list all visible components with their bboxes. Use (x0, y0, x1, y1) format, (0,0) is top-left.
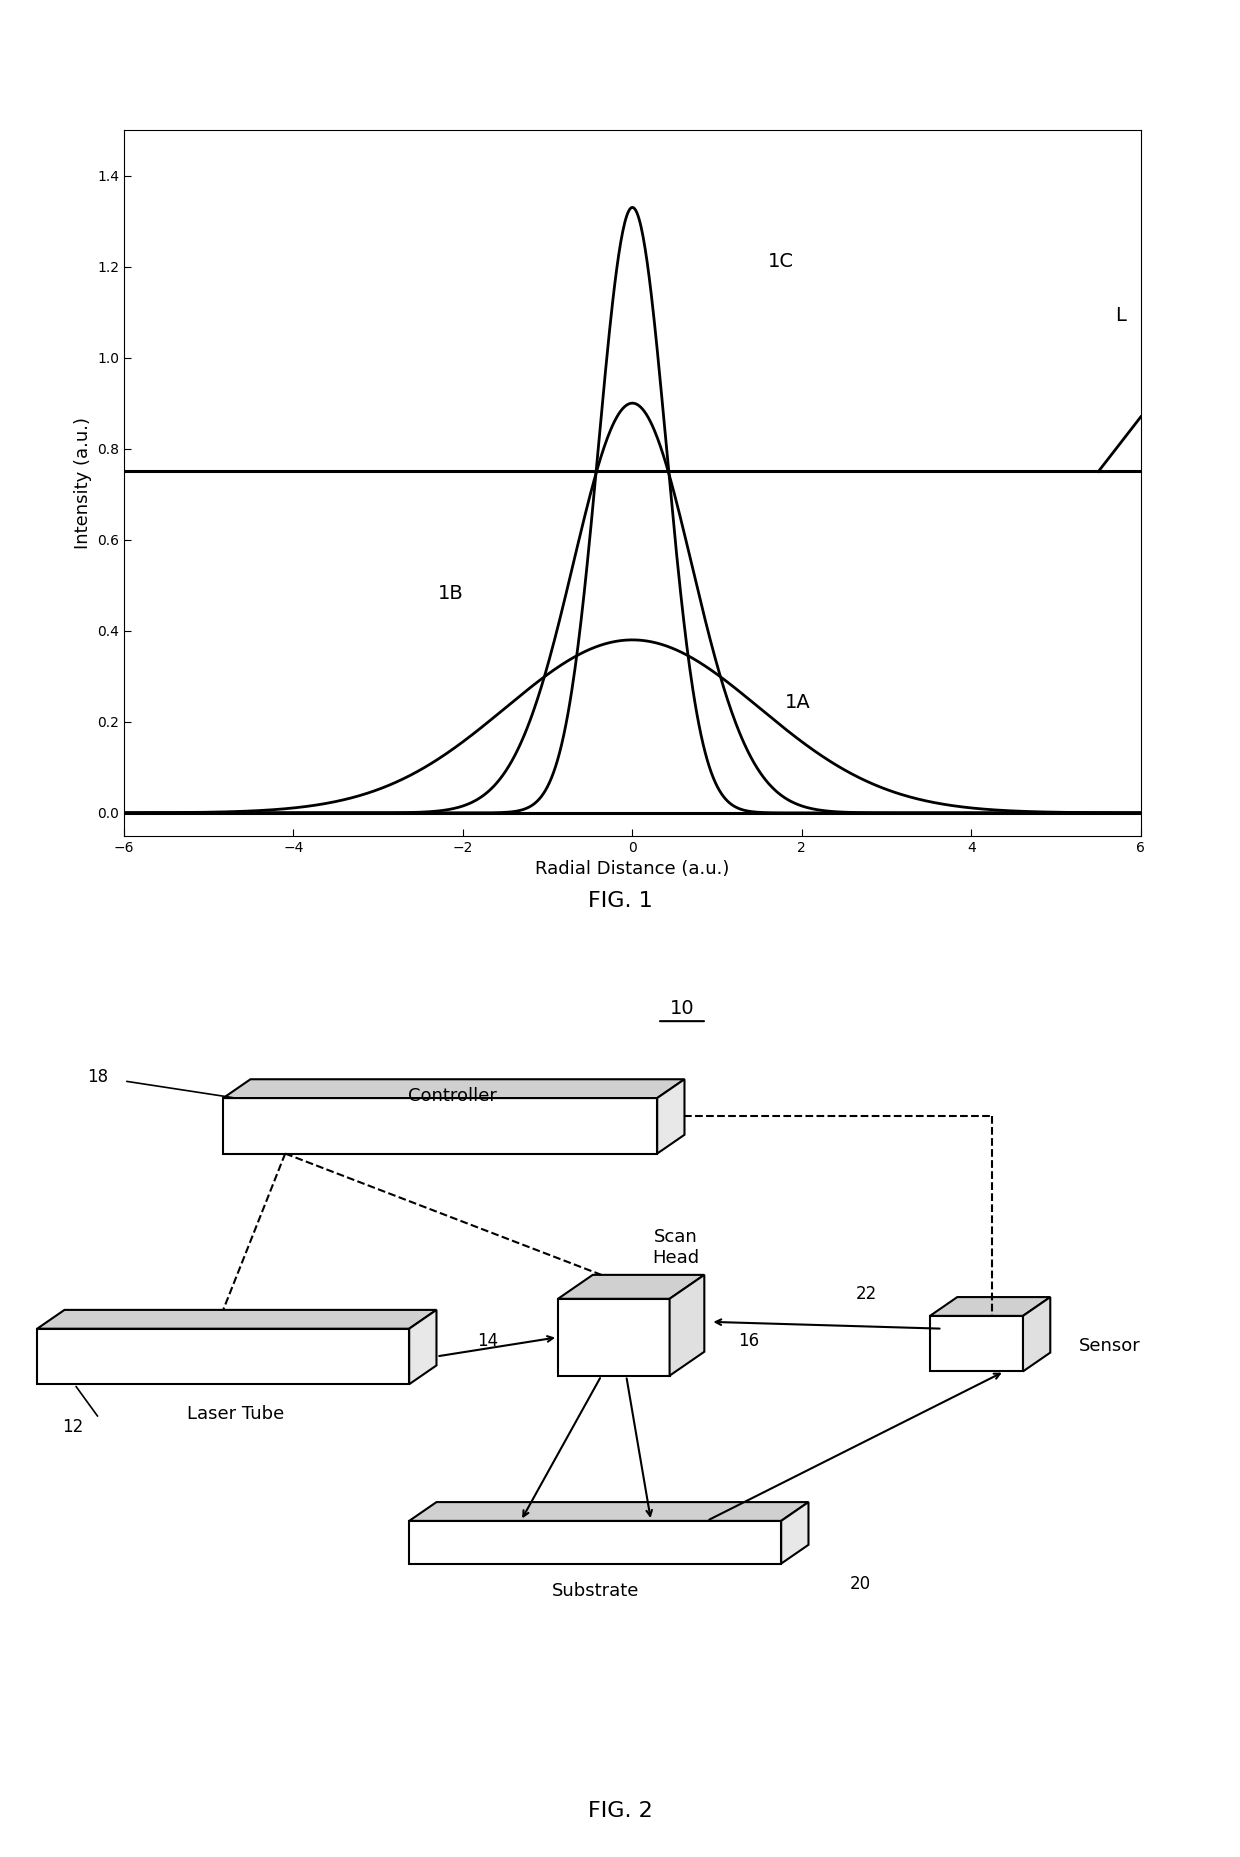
Text: L: L (1115, 306, 1126, 325)
Text: Scan
Head: Scan Head (652, 1227, 699, 1266)
Polygon shape (558, 1276, 704, 1298)
Polygon shape (670, 1276, 704, 1376)
Polygon shape (558, 1298, 670, 1376)
Polygon shape (930, 1296, 1050, 1317)
Text: Substrate: Substrate (552, 1582, 639, 1601)
Text: 12: 12 (62, 1419, 83, 1435)
Polygon shape (409, 1309, 436, 1383)
Polygon shape (781, 1502, 808, 1564)
Text: 14: 14 (477, 1331, 498, 1350)
Text: 22: 22 (856, 1285, 877, 1304)
Text: FIG. 2: FIG. 2 (588, 1801, 652, 1820)
Text: Sensor: Sensor (1079, 1337, 1141, 1356)
Text: 1B: 1B (438, 583, 464, 604)
Text: 16: 16 (738, 1331, 759, 1350)
Polygon shape (223, 1097, 657, 1153)
Polygon shape (37, 1328, 409, 1383)
Text: 1A: 1A (785, 693, 811, 713)
Polygon shape (930, 1317, 1023, 1370)
Text: 20: 20 (849, 1575, 870, 1593)
Text: Controller: Controller (408, 1086, 497, 1105)
Text: FIG. 1: FIG. 1 (588, 891, 652, 910)
Polygon shape (223, 1079, 684, 1097)
X-axis label: Radial Distance (a.u.): Radial Distance (a.u.) (536, 860, 729, 878)
Text: 18: 18 (87, 1068, 108, 1086)
Text: 1C: 1C (768, 251, 794, 271)
Text: Laser Tube: Laser Tube (187, 1406, 284, 1422)
Polygon shape (657, 1079, 684, 1153)
Text: 10: 10 (670, 999, 694, 1018)
Y-axis label: Intensity (a.u.): Intensity (a.u.) (73, 416, 92, 550)
Polygon shape (37, 1309, 436, 1328)
Polygon shape (1023, 1296, 1050, 1370)
Polygon shape (409, 1521, 781, 1564)
Polygon shape (409, 1502, 808, 1521)
